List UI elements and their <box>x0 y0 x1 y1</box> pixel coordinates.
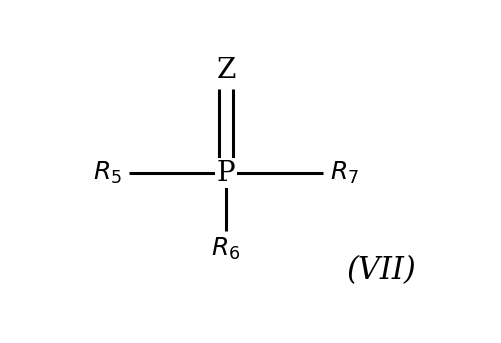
Text: P: P <box>216 160 235 187</box>
Text: $R_7$: $R_7$ <box>330 160 359 186</box>
Text: $R_6$: $R_6$ <box>211 235 240 262</box>
Text: $R_5$: $R_5$ <box>93 160 122 186</box>
Text: (VII): (VII) <box>346 256 416 286</box>
Text: Z: Z <box>216 57 235 84</box>
